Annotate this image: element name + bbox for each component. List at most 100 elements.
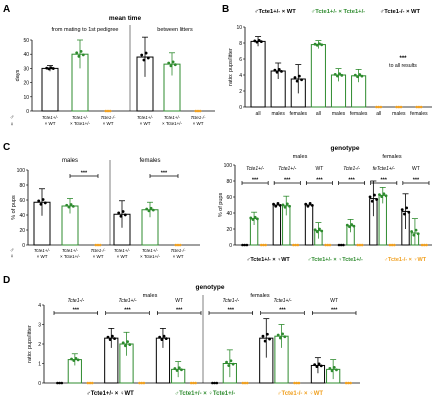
group-label: males xyxy=(62,158,78,164)
data-point xyxy=(65,203,69,207)
legend-entry: ♂Tcte1+/- × ♀Tcte1+/- xyxy=(175,391,236,397)
data-point xyxy=(124,344,127,348)
data-point xyxy=(281,203,285,207)
x-tick-label: × WT xyxy=(45,121,56,126)
tick-label: 20 xyxy=(23,81,29,87)
data-point xyxy=(189,381,193,385)
data-point xyxy=(315,230,319,234)
data-point xyxy=(231,362,235,366)
data-point xyxy=(295,381,299,385)
y-axis-label: % of pups xyxy=(11,195,17,220)
data-point xyxy=(90,381,94,385)
section-label: females xyxy=(382,154,402,160)
data-point xyxy=(177,366,181,370)
data-point xyxy=(211,381,214,385)
tick-label: 10 xyxy=(23,95,29,101)
group-label: Tcte1+/- xyxy=(273,298,291,304)
data-point xyxy=(75,51,79,55)
data-point xyxy=(194,109,198,113)
x-tick-label: × WT xyxy=(173,254,184,259)
data-point xyxy=(259,243,263,247)
data-point xyxy=(405,206,409,210)
data-point xyxy=(47,67,51,71)
data-point xyxy=(39,202,43,206)
panel-letter: D xyxy=(3,275,10,286)
group-label: Tcte1-/- xyxy=(343,166,360,172)
tick-label: 20 xyxy=(226,227,232,233)
tick-label: 40 xyxy=(23,52,29,58)
data-point xyxy=(288,204,291,208)
legend-entry: ♂Tcte1+/- × ♀Tcte1+/- xyxy=(307,257,363,263)
data-point xyxy=(349,381,352,385)
data-point xyxy=(360,74,364,78)
annotation: to all results xyxy=(389,63,417,69)
group-label: from mating to 1st pedigree xyxy=(52,27,119,33)
x-tick-label: females xyxy=(350,111,368,117)
tick-label: 0 xyxy=(229,243,232,249)
data-point xyxy=(332,366,336,369)
section-label: females xyxy=(250,293,270,299)
data-point xyxy=(151,208,155,212)
panel-letter: C xyxy=(3,142,10,153)
x-tick-label: all xyxy=(316,111,321,117)
data-point xyxy=(178,243,182,247)
data-point xyxy=(108,109,112,113)
x-tick-label: Tcte1-/- xyxy=(170,248,186,253)
legend-entry: ♂Tcte1+/- × ♀WT xyxy=(246,257,290,263)
data-point xyxy=(76,358,80,362)
significance-label: *** xyxy=(284,178,291,184)
tick-label: 1 xyxy=(38,362,41,368)
x-tick-label: Tcte1+/- xyxy=(164,115,181,120)
data-point xyxy=(123,213,127,217)
group-label: WT xyxy=(412,166,420,172)
y-axis-label: ratio: pups/litter xyxy=(228,48,234,86)
data-point xyxy=(173,367,177,370)
data-point xyxy=(412,233,416,237)
tick-label: 60 xyxy=(226,195,232,201)
data-point xyxy=(241,243,244,247)
data-point xyxy=(328,243,332,247)
data-point xyxy=(180,368,183,372)
data-point xyxy=(110,334,114,338)
data-point xyxy=(416,232,420,236)
data-point xyxy=(353,73,357,77)
data-point xyxy=(358,73,362,76)
data-point xyxy=(419,105,423,109)
data-point xyxy=(241,381,245,385)
section-label: males xyxy=(143,293,158,299)
data-point xyxy=(264,243,267,247)
x-tick-label: × Tcte1+/- xyxy=(60,254,80,259)
panel-c2-title: genotype xyxy=(331,145,360,152)
data-point xyxy=(227,364,231,367)
group-label: females xyxy=(139,158,160,164)
data-point xyxy=(49,66,53,70)
tick-label: 3 xyxy=(38,323,41,329)
data-point xyxy=(265,332,269,336)
data-point xyxy=(336,74,339,78)
data-point xyxy=(51,67,55,70)
data-point xyxy=(277,68,281,71)
data-point xyxy=(339,243,343,247)
group-label: Tcte1+/- xyxy=(278,166,296,172)
tick-label: 4 xyxy=(239,73,242,79)
bar xyxy=(310,44,326,108)
x-tick-label: Tcte1+/- xyxy=(114,248,131,253)
significance-label: *** xyxy=(381,178,388,184)
panel-letter: B xyxy=(222,4,229,15)
tick-label: 80 xyxy=(19,183,25,189)
data-point xyxy=(317,362,321,366)
tick-label: 4 xyxy=(38,303,41,309)
data-point xyxy=(198,109,202,113)
data-point xyxy=(94,243,98,247)
tick-label: 2 xyxy=(239,89,242,95)
data-point xyxy=(257,39,261,42)
tick-label: 2 xyxy=(38,342,41,348)
data-point xyxy=(388,243,392,247)
data-point xyxy=(253,39,257,43)
bar xyxy=(250,40,266,108)
data-point xyxy=(77,54,81,58)
data-point xyxy=(138,381,141,385)
data-point xyxy=(295,79,299,83)
data-point xyxy=(126,340,129,344)
legend-entry: ♂Tcte1-/- × ♀WT xyxy=(384,257,427,263)
